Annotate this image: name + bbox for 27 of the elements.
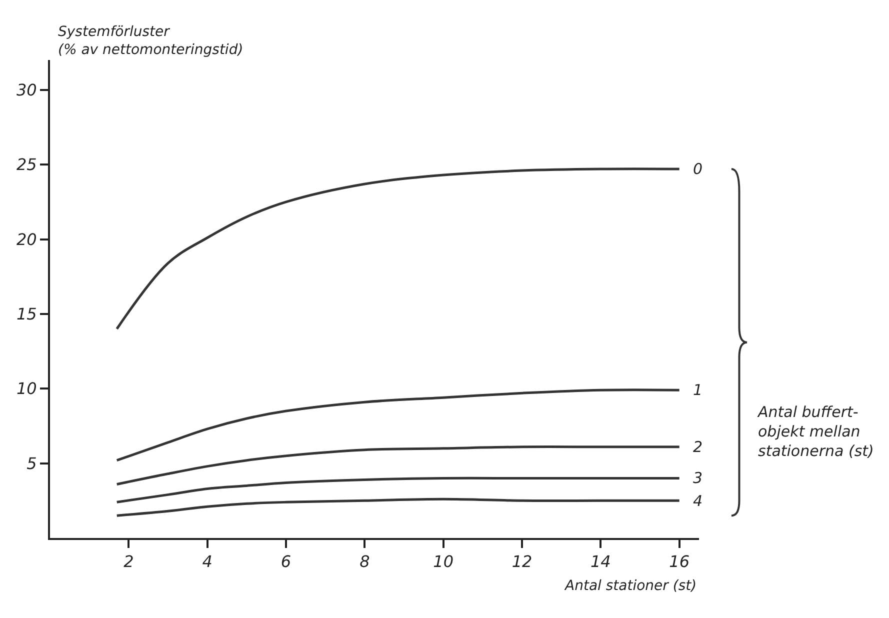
line-series [116,476,681,504]
x-tick-label: 6 [280,552,292,572]
series-label: 4 [693,492,703,510]
line-series [116,446,681,486]
x-tick-label: 12 [512,552,532,572]
y-tick-label: 20 [16,230,37,249]
y-axis-title: Systemförluster (% av nettomonteringstid) [58,24,244,58]
x-tick-label: 4 [202,552,212,572]
x-tick-label: 10 [433,552,454,572]
series-label: 0 [693,160,703,178]
x-tick-label: 14 [590,552,611,572]
y-tick-label: 25 [16,155,37,174]
y-tick-label: 15 [16,304,37,324]
x-axis-title: Antal stationer (st) [564,578,697,594]
y-tick-label: 5 [26,454,37,473]
x-tick-label: 16 [669,552,690,572]
line-series [116,498,681,517]
text: Antal buffert- objekt mellan stationerna (st) [757,403,874,460]
series-label: 1 [693,381,703,399]
x-tick-label: 8 [360,552,370,572]
y-tick-label: 10 [16,379,37,398]
series-label: 2 [693,438,703,456]
series-label: 3 [693,469,703,487]
line-series [116,388,681,462]
y-tick-label: 30 [16,80,37,100]
line-series [116,168,681,330]
x-tick-label: 2 [124,552,134,572]
